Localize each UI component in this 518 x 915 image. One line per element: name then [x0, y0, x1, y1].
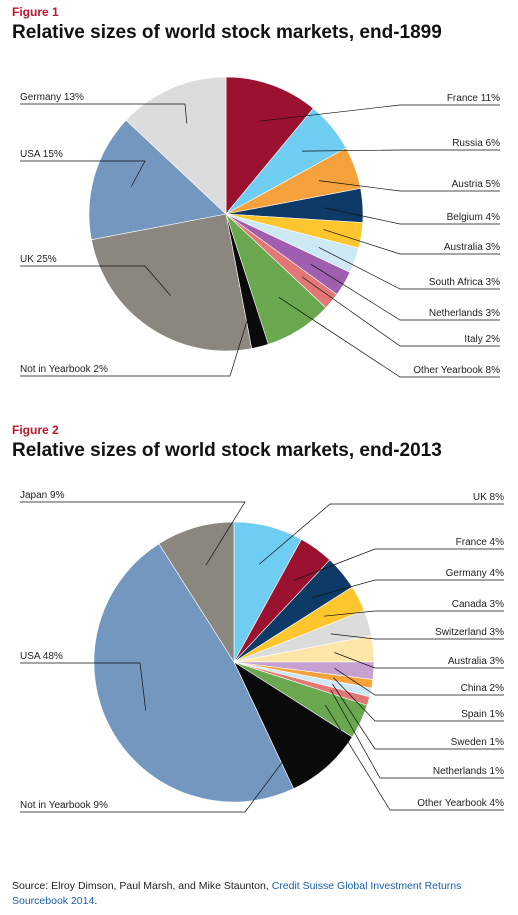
slice-label-australia: Australia 3%: [444, 242, 500, 253]
leader-line-uk: [20, 265, 171, 296]
source-note: Source: Elroy Dimson, Paul Marsh, and Mi…: [12, 879, 512, 909]
slice-label-spain: Spain 1%: [461, 709, 504, 720]
pie-slices: [93, 521, 375, 803]
source-suffix: .: [94, 895, 98, 907]
slice-label-south-africa: South Africa 3%: [429, 277, 500, 288]
slice-label-russia: Russia 6%: [452, 138, 500, 149]
slice-label-other-yearbook: Other Yearbook 8%: [413, 365, 500, 376]
slice-label-usa: USA 15%: [20, 149, 63, 160]
leader-line-belgium: [324, 207, 500, 225]
leader-line-italy: [301, 276, 500, 347]
leader-line-other-yearbook: [278, 297, 500, 378]
leader-line-uk: [258, 503, 504, 565]
leader-line-australia: [323, 229, 500, 255]
figure-2-title: Relative sizes of world stock markets, e…: [12, 440, 442, 461]
slice-label-australia: Australia 3%: [448, 656, 504, 667]
slice-label-austria: Austria 5%: [452, 179, 500, 190]
leader-line-japan: [20, 501, 246, 566]
leader-line-austria: [318, 180, 500, 192]
leader-line-usa: [20, 160, 146, 187]
leader-line-switzerland: [330, 633, 504, 640]
pie-chart-2013: UK 8% France 4% Germany 4% Canada 3% Switzer…: [20, 490, 504, 813]
slice-france: [225, 76, 314, 215]
slice-label-france: France 11%: [447, 93, 500, 104]
slice-label-france: France 4%: [456, 537, 504, 548]
leader-line-not-in-yearbook: [20, 737, 301, 813]
slice-label-other-yearbook: Other Yearbook 4%: [417, 798, 504, 809]
slice-label-switzerland: Switzerland 3%: [435, 627, 504, 638]
leader-line-south-africa: [318, 247, 500, 290]
leader-line-sweden: [332, 683, 504, 750]
slice-label-japan: Japan 9%: [20, 490, 65, 501]
slice-label-italy: Italy 2%: [464, 334, 500, 345]
slice-labels: UK 8% France 4% Germany 4% Canada 3% Switzer…: [20, 490, 504, 811]
leader-line-china: [334, 668, 504, 696]
leader-line-france: [259, 104, 500, 122]
figure-1-title: Relative sizes of world stock markets, e…: [12, 22, 442, 43]
slice-labels: France 11% Russia 6% Austria 5% Belgium 4% A…: [20, 92, 500, 376]
slice-label-germany: Germany 4%: [446, 568, 504, 579]
leader-line-france: [293, 548, 504, 581]
leader-lines: [20, 103, 500, 378]
slice-label-germany: Germany 13%: [20, 92, 84, 103]
slice-label-canada: Canada 3%: [452, 599, 504, 610]
slice-label-uk: UK 25%: [20, 254, 57, 265]
leader-line-australia: [334, 652, 504, 669]
slice-label-china: China 2%: [461, 683, 504, 694]
slice-label-sweden: Sweden 1%: [451, 737, 504, 748]
leader-lines: [20, 501, 504, 813]
leader-line-usa: [20, 662, 147, 711]
leader-line-not-in-yearbook: [20, 309, 251, 377]
leader-line-canada: [323, 610, 504, 617]
source-prefix: Source: Elroy Dimson, Paul Marsh, and Mi…: [12, 880, 272, 892]
slice-germany: [125, 76, 227, 215]
leader-line-germany: [311, 579, 504, 599]
leader-line-spain: [333, 677, 504, 722]
pie-chart-1899: France 11% Russia 6% Austria 5% Belgium 4% A…: [20, 76, 500, 378]
slice-label-netherlands: Netherlands 3%: [429, 308, 500, 319]
figure-1-label: Figure 1: [12, 5, 59, 19]
slice-label-not-in-yearbook: Not in Yearbook 9%: [20, 800, 108, 811]
source-link[interactable]: Credit Suisse Global Investment Returns …: [12, 880, 462, 907]
leader-line-other-yearbook: [324, 704, 504, 811]
slice-label-netherlands: Netherlands 1%: [433, 766, 504, 777]
slice-label-belgium: Belgium 4%: [447, 212, 500, 223]
slice-label-not-in-yearbook: Not in Yearbook 2%: [20, 364, 108, 375]
slice-not-in-yearbook: [233, 661, 353, 790]
figure-2-label: Figure 2: [12, 423, 59, 437]
slice-usa: [93, 543, 295, 803]
leader-line-netherlands: [330, 689, 504, 779]
leader-line-russia: [301, 149, 500, 152]
slice-usa: [88, 119, 227, 241]
leader-line-netherlands: [310, 263, 500, 321]
slice-uk: [91, 213, 253, 352]
leader-line-germany: [20, 103, 188, 124]
pie-slices: [88, 76, 364, 352]
slice-label-uk: UK 8%: [473, 492, 504, 503]
slice-label-usa: USA 48%: [20, 651, 63, 662]
